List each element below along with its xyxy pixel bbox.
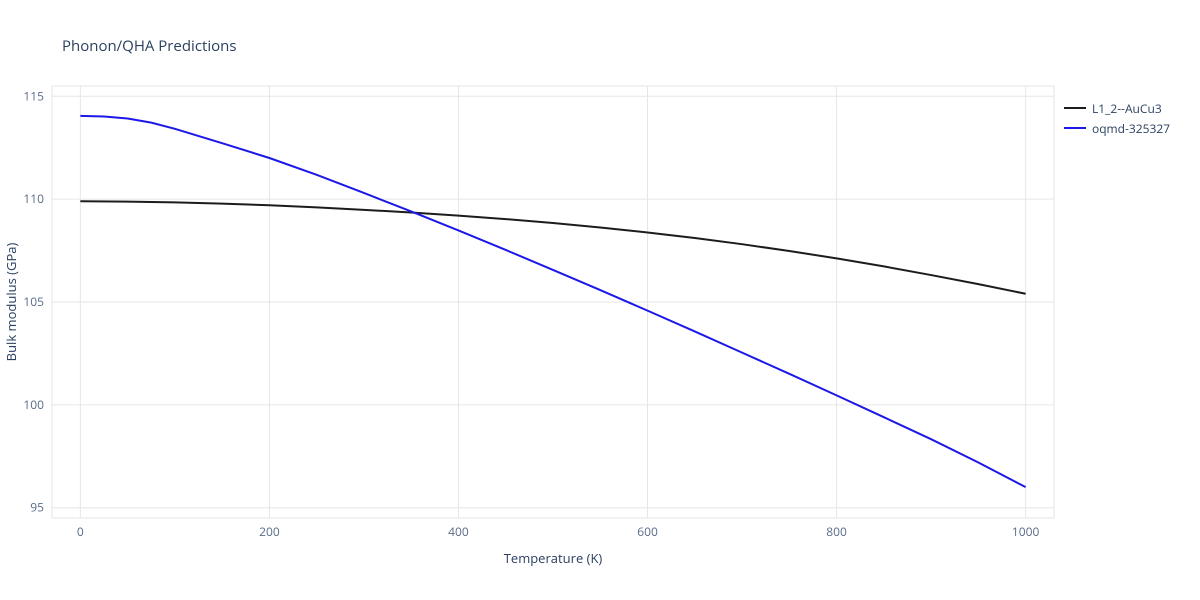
series-lines xyxy=(80,116,1025,487)
legend-label: L1_2--AuCu3 xyxy=(1092,100,1162,117)
svg-text:100: 100 xyxy=(23,396,44,413)
series-oqmd-325327[interactable] xyxy=(80,116,1025,487)
legend-swatch xyxy=(1064,127,1086,129)
y-tick-labels: 95 100 105 110 115 xyxy=(23,87,44,515)
svg-text:800: 800 xyxy=(826,523,847,540)
legend-item-oqmd-325327[interactable]: oqmd-325327 xyxy=(1064,118,1170,138)
legend-swatch xyxy=(1064,107,1086,109)
svg-text:600: 600 xyxy=(637,523,658,540)
svg-text:115: 115 xyxy=(23,87,44,104)
svg-text:95: 95 xyxy=(30,499,44,516)
series-L1_2--AuCu3[interactable] xyxy=(80,201,1025,294)
legend: L1_2--AuCu3 oqmd-325327 xyxy=(1064,98,1170,138)
svg-text:110: 110 xyxy=(23,190,44,207)
y-gridlines xyxy=(52,96,1054,507)
y-axis-label: Bulk modulus (GPa) xyxy=(2,243,20,362)
svg-text:400: 400 xyxy=(448,523,469,540)
line-chart[interactable]: 0 200 400 600 800 1000 95 100 105 110 115 Tempera… xyxy=(0,0,1200,600)
chart-container: Phonon/QHA Predictions 02004006008001000… xyxy=(0,0,1200,600)
legend-item-L1_2--AuCu3[interactable]: L1_2--AuCu3 xyxy=(1064,98,1170,118)
svg-text:105: 105 xyxy=(23,293,44,310)
legend-label: oqmd-325327 xyxy=(1092,120,1170,137)
svg-text:0: 0 xyxy=(77,523,84,540)
x-axis-label: Temperature (K) xyxy=(504,549,603,567)
x-tick-labels: 0 200 400 600 800 1000 xyxy=(77,523,1040,540)
svg-text:1000: 1000 xyxy=(1012,523,1040,540)
svg-text:200: 200 xyxy=(259,523,280,540)
